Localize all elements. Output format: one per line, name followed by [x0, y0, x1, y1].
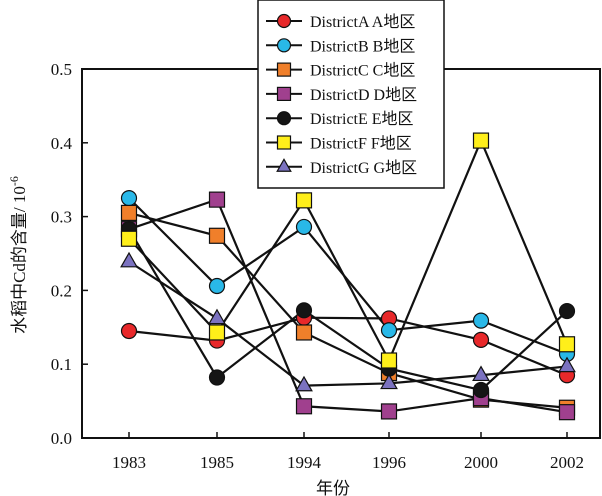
- data-point-series-3: [295, 324, 313, 341]
- data-point-series-7: [295, 375, 313, 392]
- series-line-4: [128, 198, 568, 414]
- data-point-series-7: [558, 356, 576, 373]
- x-tick-label: 1994: [287, 453, 322, 472]
- x-tick-label: 1985: [200, 453, 234, 472]
- x-tick-label: 2002: [550, 453, 584, 472]
- data-point-series-7: [120, 251, 138, 268]
- data-point-series-6: [295, 192, 313, 209]
- data-point-series-1: [472, 331, 490, 348]
- legend-label: DistrictA A地区: [310, 13, 415, 31]
- series-lines: [128, 137, 569, 414]
- series-line-7: [128, 260, 568, 387]
- data-point-series-6: [472, 132, 490, 149]
- data-point-series-6: [558, 336, 576, 353]
- data-point-series-6: [120, 230, 138, 247]
- x-tick-label: 1996: [372, 453, 406, 472]
- series-line-5: [128, 228, 568, 392]
- y-tick-label: 0.2: [51, 281, 72, 300]
- data-point-series-3: [120, 204, 138, 222]
- series-markers: [120, 132, 576, 421]
- data-point-series-7: [380, 373, 398, 390]
- legend-label: DistrictB B地区: [310, 37, 415, 55]
- y-tick-label: 0.1: [51, 355, 72, 374]
- series-line-6: [128, 137, 569, 364]
- series-line-2: [128, 197, 568, 355]
- legend-marker: [276, 111, 292, 126]
- data-point-series-4: [380, 403, 398, 420]
- legend-marker: [276, 135, 292, 150]
- x-tick-label: 1983: [112, 453, 146, 472]
- x-tick-label: 2000: [464, 453, 498, 472]
- data-point-series-6: [208, 324, 226, 341]
- y-tick-label: 0.3: [51, 208, 72, 227]
- series-line-3: [128, 211, 568, 409]
- x-axis-title: 年份: [316, 479, 350, 496]
- chart-series: [120, 132, 576, 421]
- legend-marker: [276, 86, 292, 102]
- y-axis-title: 水稻中Cd的含量/ 10-6: [7, 176, 29, 334]
- data-point-series-2: [208, 277, 226, 295]
- data-point-series-5: [472, 381, 490, 399]
- legend-marker: [276, 13, 292, 29]
- legend-marker: [276, 38, 292, 53]
- y-tick-label: 0.4: [51, 134, 73, 153]
- legend-label: DistrictG G地区: [310, 159, 417, 177]
- data-point-series-1: [120, 322, 138, 340]
- legend-marker: [276, 158, 292, 172]
- data-point-series-4: [295, 398, 313, 415]
- legend-marker: [276, 62, 292, 77]
- chart-axes: 0.0 0.1 0.2 0.3 0.4 0.5 1983 1985 1994 1996 2000 20…: [51, 60, 601, 472]
- legend-label: DistrictC C地区: [310, 62, 415, 80]
- data-point-series-4: [558, 404, 576, 421]
- y-axis-title-main: 水稻中Cd的含量/ 10: [10, 186, 29, 334]
- y-tick-label: 0.0: [51, 429, 72, 448]
- data-point-series-2: [380, 322, 398, 339]
- data-point-series-2: [295, 218, 313, 236]
- series-line-1: [128, 316, 568, 377]
- legend-label: DistrictD D地区: [310, 86, 417, 104]
- chart-legend: DistrictA A地区 DistrictB B地区 DistrictC C地区 D…: [257, 0, 445, 189]
- y-axis-title-exponent: -6: [7, 176, 21, 186]
- y-tick-label: 0.5: [51, 60, 72, 79]
- data-point-series-5: [295, 302, 313, 319]
- legend-label: DistrictE E地区: [310, 110, 414, 128]
- data-point-series-4: [208, 191, 226, 208]
- data-point-series-2: [472, 312, 490, 329]
- data-point-series-5: [208, 369, 226, 386]
- data-point-series-6: [380, 352, 398, 369]
- data-point-series-7: [472, 365, 490, 382]
- data-point-series-7: [208, 308, 226, 325]
- data-point-series-2: [120, 190, 138, 207]
- data-point-series-3: [208, 227, 226, 244]
- legend-label: DistrictF F地区: [310, 135, 412, 153]
- data-point-series-5: [558, 302, 576, 320]
